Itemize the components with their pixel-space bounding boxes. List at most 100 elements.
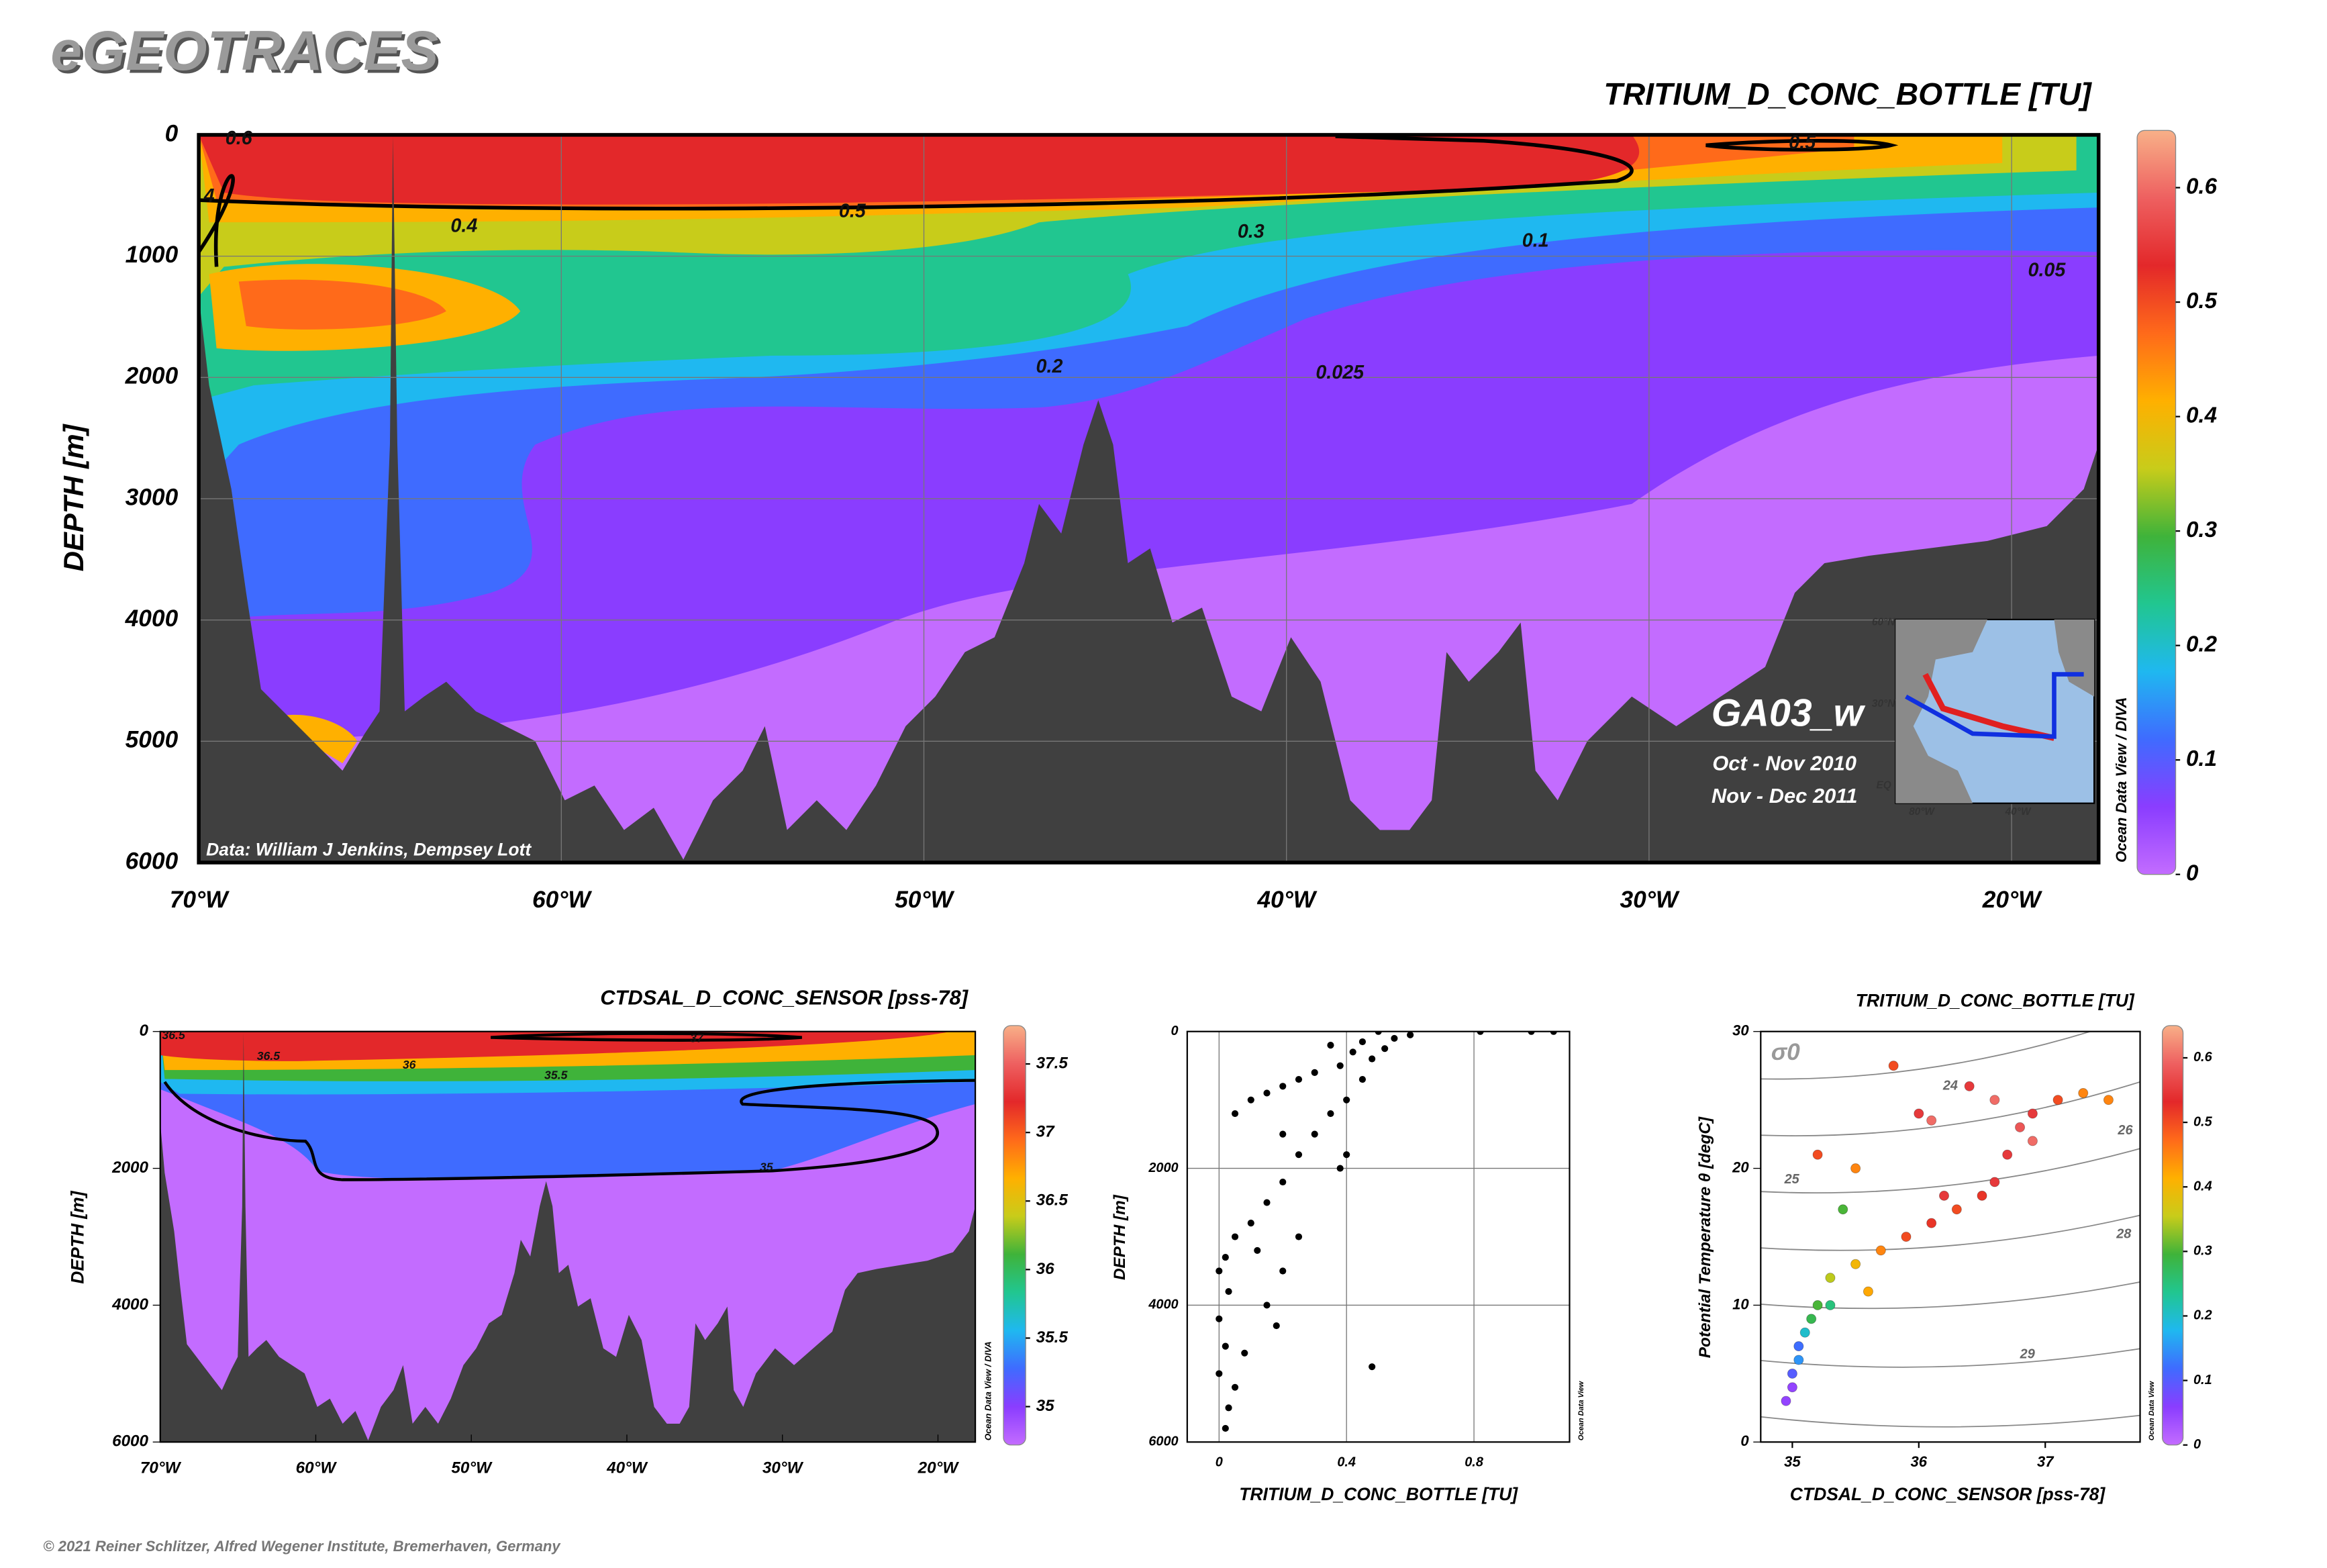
point [1247, 1096, 1254, 1104]
point [1812, 1149, 1823, 1160]
contour-label: 36.5 [162, 1028, 186, 1042]
point [1273, 1322, 1280, 1330]
point [2027, 1108, 2038, 1119]
point [2103, 1095, 2114, 1106]
contour-label: 0.5 [1789, 132, 1816, 154]
contour-line [1705, 139, 1899, 152]
point [1951, 1204, 1962, 1215]
point [1977, 1190, 1987, 1201]
contour-label: 0.2 [1036, 356, 1063, 377]
inset-track [1922, 673, 2055, 741]
y-tick-label: 2000 [125, 363, 179, 389]
contour-label: 0.025 [1316, 362, 1365, 383]
colorbar-tick-label: 36.5 [1036, 1191, 1069, 1210]
point [1349, 1048, 1356, 1056]
point [1812, 1300, 1823, 1310]
point [1938, 1190, 1950, 1201]
colorbar [2136, 130, 2177, 875]
y-tick-label: 0 [140, 1022, 149, 1040]
colorbar-tick-label: 0 [2186, 861, 2199, 885]
x-tick-label: 70°W [140, 1459, 182, 1477]
point [1225, 1287, 1232, 1295]
x-tick-label: 60°W [532, 887, 592, 913]
point [1343, 1096, 1350, 1104]
point [1358, 1076, 1366, 1083]
y-axis-label: Potential Temperature θ [degC] [1696, 1116, 1714, 1358]
point [1336, 1062, 1344, 1069]
point [1263, 1302, 1271, 1309]
contour-label: 0.3 [1238, 221, 1265, 242]
y-tick-label: 6000 [1148, 1434, 1178, 1449]
point [1279, 1178, 1287, 1186]
cruise-name: GA03_w [1712, 692, 1866, 735]
colorbar-tick-label: 0.6 [2186, 174, 2218, 199]
colorbar-tick-label: 37.5 [1036, 1054, 1069, 1072]
point [1295, 1151, 1303, 1159]
chart-title: TRITIUM_D_CONC_BOTTLE [TU] [1603, 77, 2092, 111]
colorbar-tick-label: 0.6 [2193, 1050, 2213, 1065]
inset-label: 40°W [2005, 806, 2032, 818]
point [1295, 1076, 1303, 1083]
contour-label: 0.05 [2028, 260, 2067, 281]
y-tick-label: 0 [165, 120, 179, 146]
isopycnal [1761, 1081, 2140, 1136]
point [1295, 1233, 1303, 1240]
point [1787, 1382, 1797, 1393]
colorbar-tick-label: 0.5 [2186, 289, 2218, 313]
isopycnal [1761, 1214, 2140, 1251]
colorbar-tick-label: 0.4 [2193, 1179, 2212, 1193]
y-tick-label: 10 [1732, 1295, 1749, 1312]
point [1787, 1368, 1797, 1379]
logo: eGEOTRACES [50, 19, 438, 82]
point [1477, 1031, 1484, 1035]
point [1327, 1110, 1334, 1118]
colorbar-tick-label: 0.4 [2186, 403, 2217, 428]
point [1381, 1045, 1389, 1052]
colorbar [1003, 1025, 1026, 1446]
x-tick-label: 0.8 [1465, 1455, 1484, 1469]
plot-frame [1760, 1030, 2141, 1443]
point [1964, 1081, 1975, 1091]
cruise-dates: Oct - Nov 2010 [1712, 751, 1856, 775]
point [1850, 1163, 1861, 1174]
y-tick-label: 0 [1171, 1024, 1179, 1038]
contour-label: 0.1 [1522, 230, 1549, 251]
chart-title: TRITIUM_D_CONC_BOTTLE [TU] [1856, 991, 2135, 1011]
y-tick-label: 2000 [1148, 1161, 1178, 1175]
point [2015, 1122, 2026, 1132]
contour-line [199, 134, 1634, 211]
point [1550, 1031, 1557, 1035]
point [1875, 1245, 1886, 1256]
point [1375, 1031, 1382, 1035]
isopycnal [1761, 1348, 2140, 1368]
isopycnal-label: 25 [1784, 1172, 1800, 1187]
point [1793, 1341, 1804, 1352]
point [1407, 1031, 1414, 1038]
point [1222, 1254, 1229, 1261]
point [1263, 1089, 1271, 1097]
plot-frame [1186, 1030, 1571, 1443]
point [1799, 1327, 1810, 1338]
contour-line [490, 1032, 802, 1042]
contour-label: 36.5 [257, 1049, 281, 1063]
point [1838, 1204, 1848, 1215]
colorbar-tick-label: 35.5 [1036, 1328, 1069, 1346]
inset-land [2054, 619, 2095, 697]
contour-label: 4 [203, 185, 215, 207]
point [1279, 1267, 1287, 1275]
isopycnal [1761, 1414, 2140, 1428]
isopycnal [1761, 948, 2140, 1022]
y-tick-label: 30 [1732, 1022, 1749, 1039]
contour-line [199, 174, 235, 267]
point [1369, 1363, 1376, 1371]
inset-label: 60°N [1872, 616, 1895, 628]
inset-track [1905, 672, 2084, 739]
x-tick-label: 30°W [1620, 887, 1680, 913]
y-axis-label: DEPTH [m] [67, 1190, 87, 1283]
y-tick-label: 20 [1732, 1159, 1749, 1175]
y-tick-label: 1000 [126, 242, 179, 268]
point [1216, 1267, 1223, 1275]
contour-label: 36 [403, 1058, 416, 1071]
